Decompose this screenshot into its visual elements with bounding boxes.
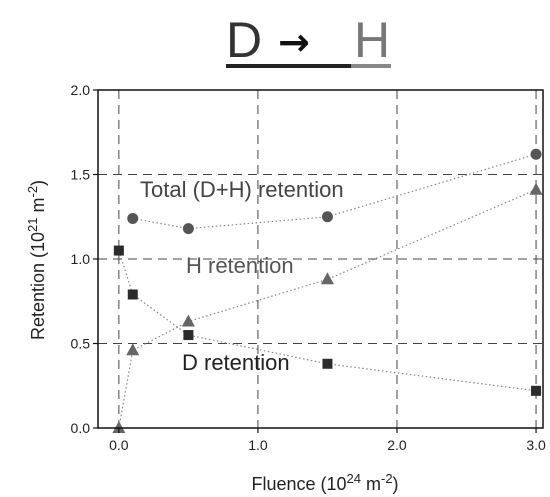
x-tick-label: 2.0 — [387, 437, 407, 453]
x-axis-label: Fluence (1024 m-2) — [251, 471, 398, 494]
annotation-h-retention: H retention — [186, 253, 294, 278]
y-tick-label: 1.0 — [71, 251, 91, 267]
title-arrow-icon: → — [278, 20, 310, 64]
title-underline-dark — [226, 64, 351, 68]
data-point-circle — [530, 148, 542, 160]
data-point-circle — [127, 212, 139, 224]
annotation-total-retention: Total (D+H) retention — [140, 177, 344, 202]
data-point-triangle — [112, 421, 126, 433]
x-tick-label: 0.0 — [109, 437, 129, 453]
data-point-triangle — [529, 182, 543, 195]
y-tick-label: 0.0 — [71, 420, 91, 436]
series-layer — [112, 148, 543, 433]
grid-layer — [98, 90, 543, 428]
data-point-square — [531, 385, 542, 396]
x-tick-label: 3.0 — [526, 437, 546, 453]
title-from-label: D — [226, 12, 262, 68]
data-point-square — [183, 330, 194, 341]
x-tick-label: 1.0 — [248, 437, 268, 453]
y-tick-label: 0.5 — [71, 336, 91, 352]
data-point-square — [322, 358, 333, 369]
title-underline-light — [351, 64, 391, 68]
data-point-triangle — [320, 272, 334, 285]
data-point-triangle — [126, 343, 140, 356]
y-tick-label: 2.0 — [71, 82, 91, 98]
data-point-circle — [182, 223, 194, 235]
data-point-square — [113, 245, 124, 256]
y-tick-label: 1.5 — [71, 167, 91, 183]
tick-layer: 0.0 1.0 2.0 3.0 0.0 0.5 1.0 1.5 2.0 — [71, 82, 546, 453]
annotation-d-retention: D retention — [182, 350, 290, 375]
title-to-label: H — [354, 12, 390, 68]
title-banner: D → H — [226, 12, 391, 68]
data-point-square — [127, 289, 138, 300]
series-line — [132, 153, 537, 230]
data-point-triangle — [181, 314, 195, 327]
y-axis-label: Retention (1021 m-2) — [25, 180, 48, 340]
series-line — [118, 189, 537, 429]
data-point-circle — [321, 211, 333, 223]
